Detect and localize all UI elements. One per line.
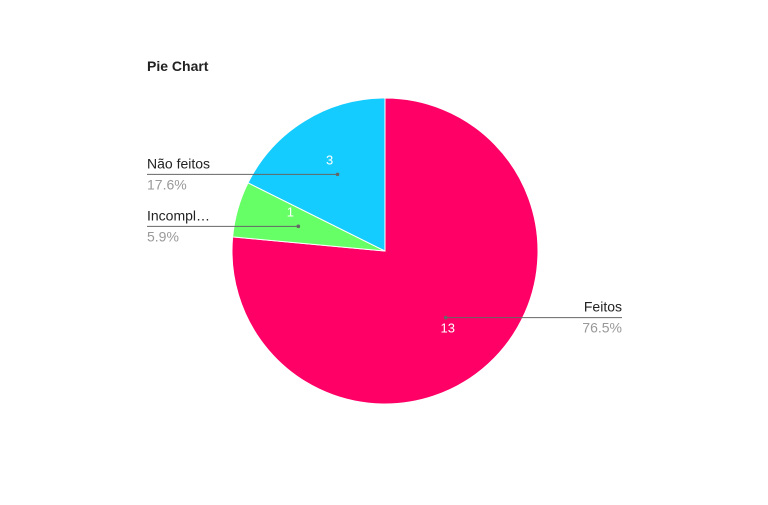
percent-label-nao-feitos: 17.6% [147,176,187,192]
category-label-incompl: Incompl… [147,207,210,223]
category-label-feitos: Feitos [584,299,622,315]
category-label-nao-feitos: Não feitos [147,155,210,171]
leader-dot-nao-feitos [335,172,340,177]
percent-label-feitos: 76.5% [582,320,622,336]
chart-title: Pie Chart [147,58,209,74]
leader-dot-feitos [443,315,448,320]
value-label-incompl: 1 [287,204,294,219]
leader-dot-incompl [296,224,301,229]
value-label-feitos: 13 [440,321,454,336]
pie-slice-feitos [231,97,539,405]
value-label-nao-feitos: 3 [326,152,333,167]
percent-label-incompl: 5.9% [147,228,179,244]
